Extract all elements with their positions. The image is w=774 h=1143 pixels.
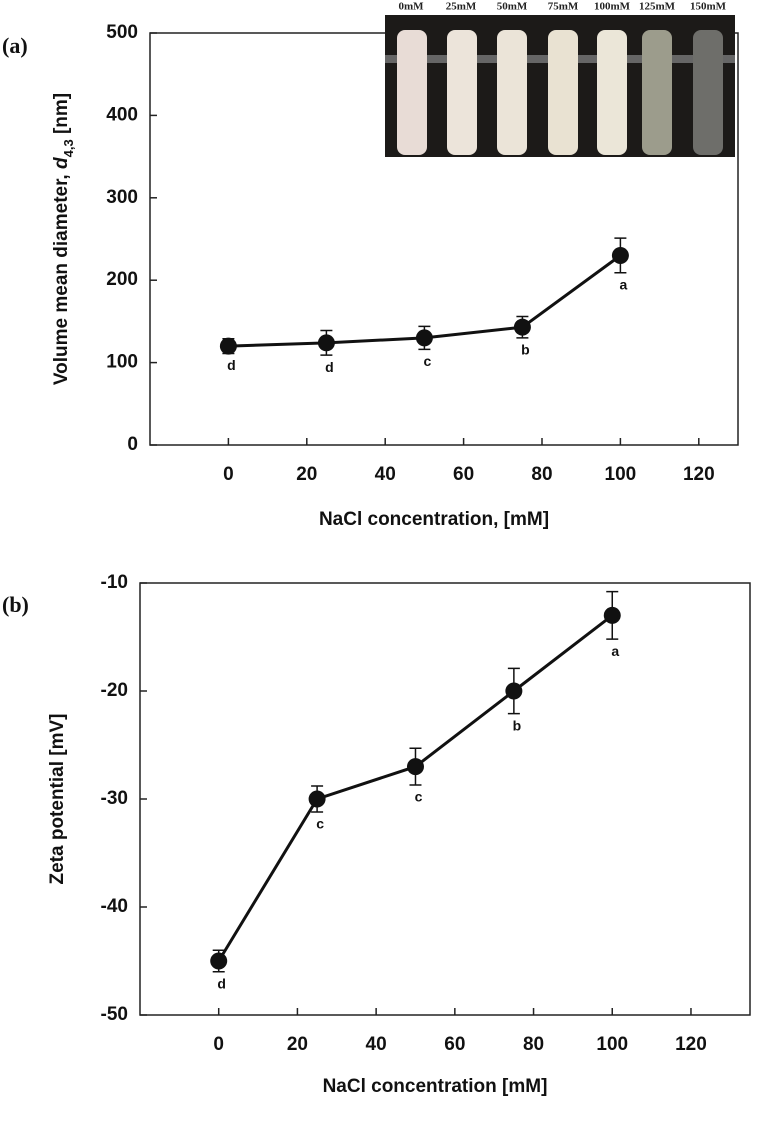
x-tick-label: 40 (366, 1034, 387, 1055)
x-tick-label: 40 (375, 464, 396, 485)
tube (597, 30, 627, 155)
data-point (317, 334, 335, 352)
inset-label: 75mM (548, 1, 579, 13)
data-point (513, 318, 531, 336)
x-tick-label: 80 (523, 1034, 544, 1055)
x-tick-label: 80 (531, 464, 552, 485)
x-tick-label: 60 (453, 464, 474, 485)
x-tick-label: 100 (605, 464, 637, 485)
data-point (308, 790, 326, 808)
y-tick-label: -20 (101, 680, 128, 701)
y-tick-label: 400 (106, 104, 138, 125)
inset-label: 125mM (639, 1, 676, 13)
y-axis-label-variable: d (51, 157, 72, 169)
x-tick-label: 20 (287, 1034, 308, 1055)
data-point (219, 337, 237, 355)
data-point (611, 246, 629, 264)
y-tick-label: 500 (106, 22, 138, 43)
y-tick-label: 100 (106, 352, 138, 373)
y-axis-label-subscript: 4,3 (61, 139, 76, 157)
data-point (210, 952, 228, 970)
significance-label: c (415, 789, 423, 805)
significance-label: b (521, 342, 530, 358)
significance-label: d (325, 359, 334, 375)
y-tick-label: -30 (101, 788, 128, 809)
x-tick-label: 120 (683, 464, 715, 485)
significance-label: a (620, 276, 628, 292)
data-point (406, 758, 424, 776)
significance-label: a (611, 643, 619, 659)
inset-label: 50mM (497, 1, 528, 13)
x-tick-label: 100 (596, 1034, 628, 1055)
data-point (505, 682, 523, 700)
tube (397, 30, 427, 155)
significance-label: c (316, 816, 324, 832)
tube (548, 30, 578, 155)
x-tick-label: 60 (444, 1034, 465, 1055)
data-point (603, 606, 621, 624)
y-axis-label-text: Zeta potential [mV] (47, 713, 68, 884)
x-tick-label: 120 (675, 1034, 707, 1055)
y-tick-label: 300 (106, 187, 138, 208)
significance-label: c (424, 353, 432, 369)
panel-label: (a) (2, 33, 28, 58)
y-axis-label: Volume mean diameter, d4,3 [nm] (51, 93, 76, 385)
x-tick-label: 20 (296, 464, 317, 485)
significance-label: b (513, 717, 522, 733)
x-axis-label: NaCl concentration, [mM] (319, 509, 549, 530)
x-tick-label: 0 (213, 1034, 224, 1055)
y-tick-label: -10 (101, 572, 128, 593)
tube (447, 30, 477, 155)
inset-label: 150mM (690, 1, 727, 13)
x-axis-label: NaCl concentration [mM] (323, 1076, 548, 1097)
inset-photo (385, 15, 735, 157)
y-tick-label: -40 (101, 896, 128, 917)
data-point (415, 329, 433, 347)
y-tick-label: -50 (101, 1004, 128, 1025)
x-tick-label: 0 (223, 464, 234, 485)
tube (497, 30, 527, 155)
significance-label: d (227, 357, 236, 373)
significance-label: d (217, 976, 226, 992)
y-axis-label: Zeta potential [mV] (47, 713, 68, 884)
inset-label: 100mM (594, 1, 631, 13)
panel-label: (b) (2, 592, 29, 617)
inset-label: 0mM (398, 1, 424, 13)
tube (642, 30, 672, 155)
tube (693, 30, 723, 155)
y-tick-label: 200 (106, 269, 138, 290)
y-axis-label-text: Volume mean diameter, (51, 169, 72, 385)
y-axis-label-unit: [nm] (51, 93, 72, 139)
y-tick-label: 0 (127, 434, 138, 455)
inset-label: 25mM (446, 1, 477, 13)
